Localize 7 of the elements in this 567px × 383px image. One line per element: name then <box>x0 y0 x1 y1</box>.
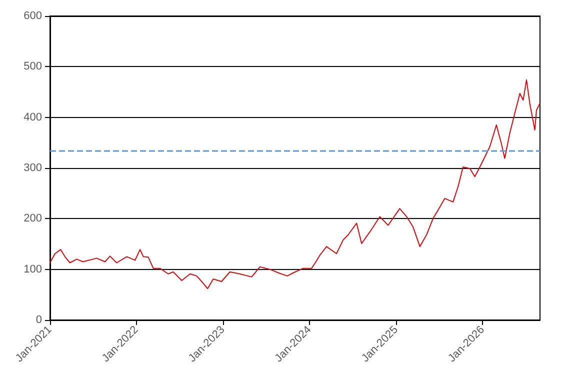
y-tick-label: 500 <box>24 60 42 73</box>
y-tick-label: 100 <box>24 263 42 276</box>
y-tick-label: 600 <box>24 10 42 22</box>
y-tick-label: 0 <box>36 314 42 326</box>
y-tick-label: 400 <box>24 111 42 124</box>
y-tick-label: 300 <box>24 162 42 174</box>
y-tick-label: 200 <box>24 212 42 225</box>
